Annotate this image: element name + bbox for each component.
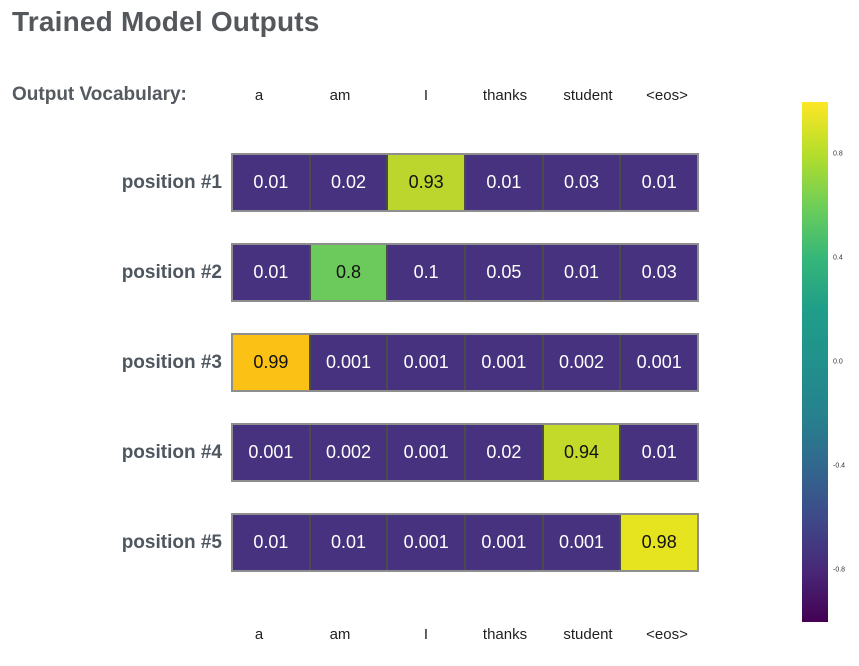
heatmap-cell: 0.05	[464, 245, 542, 300]
output-vocabulary-label: Output Vocabulary:	[12, 84, 187, 105]
heatmap-cell: 0.01	[233, 245, 309, 300]
heatmap-row-5: 0.01 0.01 0.001 0.001 0.001 0.98	[231, 513, 699, 572]
heatmap-cell: 0.002	[308, 425, 387, 480]
heatmap-cell: 0.001	[464, 335, 542, 390]
heatmap-cell: 0.001	[386, 335, 465, 390]
heatmap-cell: 0.001	[619, 335, 698, 390]
row-label-position-3: position #3	[121, 352, 222, 373]
row-label-position-2: position #2	[121, 262, 222, 283]
heatmap-row-2: 0.01 0.8 0.1 0.05 0.01 0.03	[231, 243, 699, 302]
row-label-position-4: position #4	[121, 442, 222, 463]
column-footer-thanks: thanks	[482, 626, 528, 643]
heatmap-cell: 0.03	[619, 245, 698, 300]
column-header-am: am	[329, 87, 351, 104]
heatmap-cell: 0.01	[308, 515, 387, 570]
column-footer-student: student	[563, 626, 613, 643]
heatmap-cell: 0.02	[308, 155, 387, 210]
column-footer-am: am	[329, 626, 351, 643]
heatmap-cell: 0.002	[541, 335, 620, 390]
column-header-eos: <eos>	[646, 87, 688, 104]
column-footer-eos: <eos>	[646, 626, 688, 643]
column-header-a: a	[254, 87, 264, 104]
heatmap-row-4: 0.001 0.002 0.001 0.02 0.94 0.01	[231, 423, 699, 482]
colorbar-gradient	[802, 102, 828, 622]
heatmap-cell: 0.1	[386, 245, 465, 300]
heatmap-row-1: 0.01 0.02 0.93 0.01 0.03 0.01	[231, 153, 699, 212]
heatmap-cell: 0.001	[386, 425, 465, 480]
heatmap-cell: 0.001	[308, 335, 387, 390]
colorbar-tick--0.4: -0.4	[833, 462, 846, 470]
colorbar-tick--0.8: -0.8	[833, 566, 846, 574]
column-header-thanks: thanks	[482, 87, 528, 104]
row-label-position-1: position #1	[121, 172, 222, 193]
heatmap-cell: 0.001	[386, 515, 465, 570]
heatmap-cell: 0.001	[233, 425, 309, 480]
column-header-student: student	[563, 87, 613, 104]
column-header-i: I	[423, 87, 429, 104]
colorbar-tick-0.4: 0.4	[833, 254, 843, 262]
page-title: Trained Model Outputs	[12, 6, 320, 37]
heatmap-cell: 0.01	[233, 515, 309, 570]
heatmap-cell: 0.01	[541, 245, 620, 300]
heatmap-cell: 0.98	[619, 515, 698, 570]
column-footer-i: I	[423, 626, 429, 643]
heatmap-cell: 0.03	[541, 155, 620, 210]
colorbar-tick-0.0: 0.0	[833, 358, 843, 366]
heatmap-cell: 0.8	[308, 245, 387, 300]
heatmap-cell: 0.01	[619, 425, 698, 480]
heatmap-row-3: 0.99 0.001 0.001 0.001 0.002 0.001	[231, 333, 699, 392]
heatmap-cell: 0.94	[541, 425, 620, 480]
heatmap-cell: 0.01	[619, 155, 698, 210]
heatmap-cell: 0.01	[233, 155, 309, 210]
heatmap-cell: 0.99	[233, 335, 309, 390]
heatmap-cell: 0.001	[464, 515, 542, 570]
row-label-position-5: position #5	[121, 532, 222, 553]
heatmap-cell: 0.93	[386, 155, 465, 210]
column-footer-a: a	[254, 626, 264, 643]
heatmap-cell: 0.01	[464, 155, 542, 210]
colorbar-tick-0.8: 0.8	[833, 150, 843, 158]
heatmap-cell: 0.02	[464, 425, 542, 480]
heatmap-cell: 0.001	[541, 515, 620, 570]
